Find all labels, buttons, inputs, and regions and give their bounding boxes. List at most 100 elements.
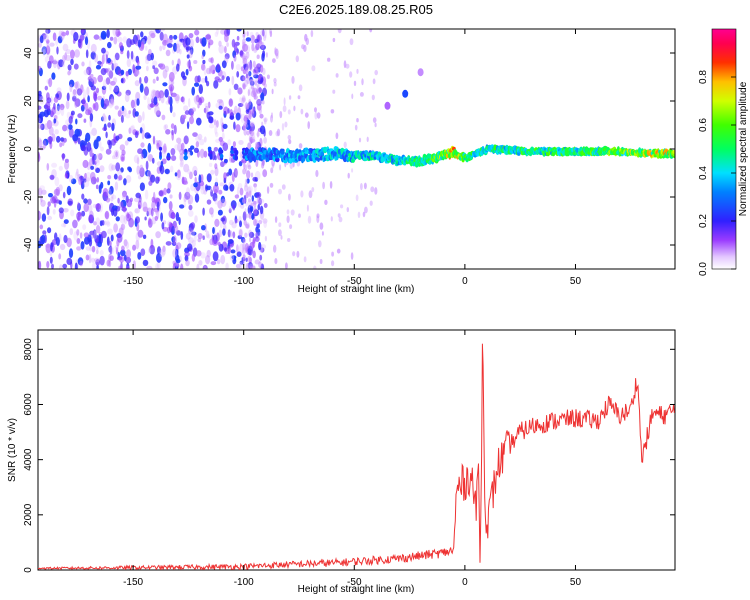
spectrogram-noise-mark [169, 34, 173, 41]
spectrogram-noise-mark [73, 231, 79, 241]
spectrogram-noise-mark [140, 153, 144, 160]
spectrogram-noise-mark [142, 206, 149, 213]
spectrogram-noise-mark [244, 178, 248, 185]
spectrogram-noise-mark [85, 109, 92, 116]
spectrogram-noise-mark [271, 88, 274, 95]
spectrogram-noise-mark [82, 89, 87, 99]
spectrogram-noise-mark [226, 42, 229, 47]
spectrogram-noise-mark [86, 86, 90, 97]
spectrogram-noise-mark [121, 149, 126, 156]
spectrogram-noise-mark [203, 136, 207, 143]
spectrogram-noise-mark [220, 161, 225, 168]
y-tick-label: -40 [23, 237, 34, 252]
spectrogram-noise-mark [153, 67, 159, 75]
spectrogram-noise-mark [262, 218, 268, 224]
spectrogram-noise-mark [119, 144, 126, 151]
y-tick-label: 0 [23, 146, 34, 152]
spectrogram-noise-mark [256, 191, 262, 199]
spectrogram-noise-mark [82, 97, 86, 107]
spectrogram-noise-mark [49, 42, 55, 47]
spectrogram-noise-mark [52, 32, 57, 41]
spectrogram-noise-mark [173, 235, 177, 245]
spectrogram-noise-mark [236, 29, 242, 32]
spectrogram-noise-mark [45, 243, 52, 254]
spectrogram-noise-mark [40, 123, 45, 131]
spectrogram-noise-mark [190, 112, 194, 118]
spectrogram-noise-mark [168, 201, 173, 211]
spectrogram-noise-mark [298, 143, 303, 149]
spectrogram-noise-mark [214, 31, 219, 37]
spectrogram-noise-mark [245, 191, 249, 199]
spectrogram-noise-mark [203, 190, 207, 195]
spectrogram-noise-mark [49, 174, 55, 180]
spectrogram-noise-mark [100, 146, 104, 152]
spectrogram-noise-mark [112, 155, 116, 160]
spectrogram-noise-mark [66, 257, 73, 265]
spectrogram-noise-mark [322, 181, 325, 190]
spectrogram-noise-mark [38, 152, 41, 162]
spectrogram-noise-mark [111, 194, 117, 200]
spectrogram-noise-mark [235, 263, 241, 269]
spectrogram-noise-mark [123, 215, 128, 225]
spectrogram-noise-mark [252, 176, 258, 182]
spectrogram-noise-mark [59, 142, 63, 148]
spectrogram-noise-mark [188, 237, 194, 244]
spectrogram-noise-mark [77, 201, 80, 210]
spectrogram-noise-mark [96, 265, 99, 269]
spectrogram-noise-mark [145, 54, 151, 61]
spectrogram-noise-mark [229, 184, 235, 192]
spectrogram-noise-mark [269, 30, 273, 38]
spectrogram-noise-mark [189, 116, 194, 125]
spectrogram-noise-mark [45, 101, 51, 110]
spectrogram-signal-marks [158, 144, 675, 168]
spectrogram-noise-mark [150, 207, 154, 217]
spectrogram-noise-mark [95, 225, 101, 234]
spectrogram-noise-mark [126, 50, 130, 59]
spectrogram-noise-mark [125, 265, 130, 269]
spectrogram-noise-mark [109, 36, 114, 41]
spectrogram-noise-mark [263, 220, 268, 228]
spectrogram-noise-mark [108, 140, 112, 150]
spectrogram-noise-mark [135, 65, 142, 70]
spectrogram-noise-mark [73, 63, 79, 70]
spectrogram-noise-mark [64, 160, 70, 170]
spectrogram-noise-mark [330, 109, 335, 114]
spectrogram-noise-mark [103, 68, 109, 73]
spectrogram-noise-mark [80, 84, 84, 94]
spectrogram-noise-mark [111, 98, 115, 106]
spectrogram-noise-mark [149, 103, 155, 108]
spectrogram-noise-mark [95, 167, 100, 173]
x-tick-label: 0 [462, 577, 468, 588]
spectrogram-noise-mark [84, 172, 88, 180]
spectrogram-noise-mark [156, 110, 162, 115]
spectrogram-noise-mark [90, 85, 97, 91]
spectrogram-noise-mark [169, 194, 173, 199]
spectrogram-noise-mark [256, 84, 260, 89]
spectrogram-noise-mark [360, 183, 363, 191]
spectrogram-noise-mark [110, 234, 114, 242]
spectrogram-noise-mark [233, 168, 238, 178]
spectrogram-noise-mark [202, 264, 208, 269]
spectrogram-noise-mark [119, 214, 126, 224]
spectrogram-noise-mark [45, 45, 51, 55]
spectrogram-noise-mark [266, 186, 270, 194]
spectrogram-noise-mark [152, 90, 158, 96]
spectrogram-noise-mark [170, 148, 176, 156]
spectrogram-noise-mark [89, 113, 94, 122]
spectrogram-noise-mark [208, 162, 213, 167]
spectrogram-noise-mark [311, 187, 315, 193]
spectrogram-noise-mark [152, 78, 156, 84]
spectrogram-noise-mark [167, 38, 173, 44]
spectrogram-noise-mark [259, 40, 262, 45]
spectrogram-noise-mark [214, 166, 219, 177]
spectrogram-noise-mark [203, 66, 207, 76]
spectrogram-noise-mark [42, 34, 49, 42]
spectrogram-noise-mark [245, 262, 250, 269]
snr-y-axis-label: SNR (10 * v/v) [7, 418, 18, 482]
spectrogram-noise-mark [175, 95, 180, 104]
spectrogram-noise-mark [140, 248, 146, 256]
spectrogram-noise-mark [88, 214, 94, 224]
spectrogram-noise-mark [225, 262, 229, 269]
spectrogram-noise-mark [137, 229, 144, 238]
spectrogram-noise-mark [114, 105, 119, 110]
